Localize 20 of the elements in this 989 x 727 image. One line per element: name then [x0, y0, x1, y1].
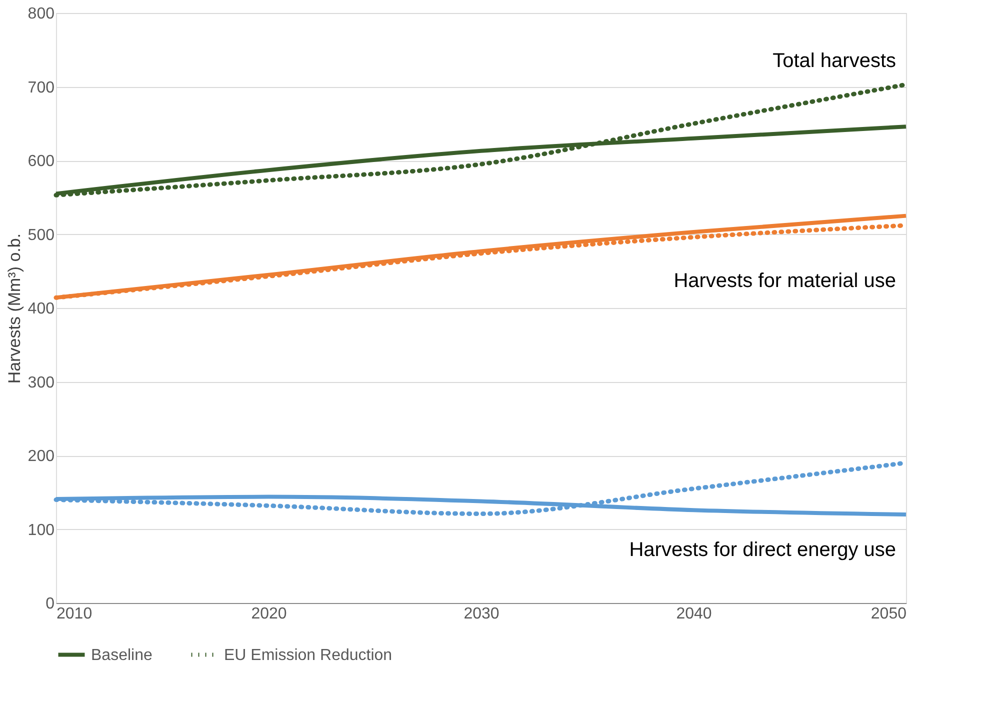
y-tick-label: 300	[28, 374, 55, 392]
x-tick-label: 2010	[56, 606, 92, 622]
legend-label: EU Emission Reduction	[224, 646, 392, 664]
y-tick-label: 400	[28, 300, 55, 318]
x-tick-label: 2020	[251, 606, 287, 622]
annotation: Harvests for direct energy use	[629, 539, 896, 561]
legend-label: Baseline	[91, 646, 152, 664]
x-tick-label: 2040	[676, 606, 712, 622]
y-tick-label: 0	[46, 596, 55, 612]
x-tick-label: 2030	[464, 606, 500, 622]
y-tick-label: 700	[28, 79, 55, 96]
y-tick-label: 500	[28, 226, 55, 244]
y-tick-label: 600	[28, 153, 55, 170]
annotation: Total harvests	[772, 50, 896, 72]
y-tick-label: 800	[28, 6, 55, 22]
y-axis-title: Harvests (Mm³) o.b.	[4, 233, 24, 384]
annotation: Harvests for material use	[674, 270, 896, 292]
y-tick-label: 100	[28, 522, 55, 539]
x-tick-label: 2050	[870, 606, 907, 622]
y-tick-label: 200	[28, 448, 55, 465]
